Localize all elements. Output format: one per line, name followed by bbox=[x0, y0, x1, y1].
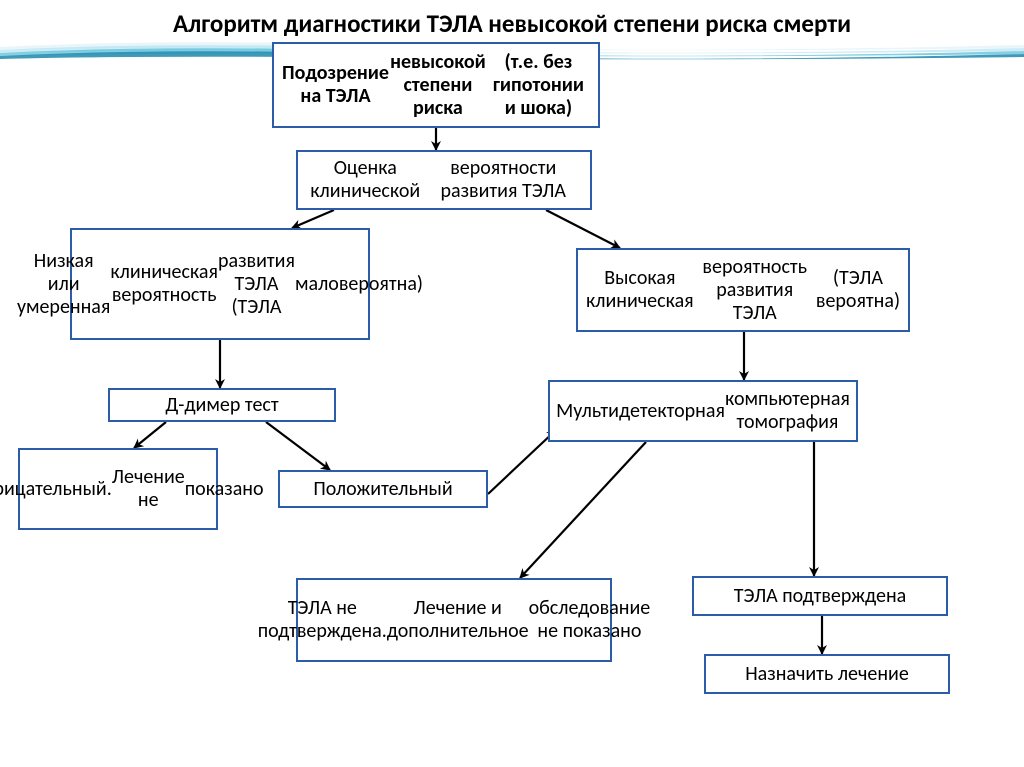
node-low: Низкая или умереннаяклиническая вероятно… bbox=[70, 228, 370, 340]
node-treat: Назначить лечение bbox=[704, 654, 950, 694]
node-start: Подозрение на ТЭЛАневысокой степени риск… bbox=[272, 42, 600, 128]
node-high: Высокая клиническаявероятность развития … bbox=[576, 248, 910, 332]
node-neg: Отрицательный.Лечение непоказано bbox=[18, 448, 218, 530]
node-assess: Оценка клиническойвероятности развития Т… bbox=[296, 150, 592, 210]
page-title: Алгоритм диагностики ТЭЛА невысокой степ… bbox=[80, 8, 944, 39]
node-ddimer: Д-димер тест bbox=[108, 388, 336, 422]
node-ct: Мультидетекторнаякомпьютерная томография bbox=[548, 380, 858, 442]
node-pos: Положительный bbox=[278, 470, 488, 508]
node-conf: ТЭЛА подтверждена bbox=[692, 576, 948, 616]
node-not_conf: ТЭЛА не подтверждена.Лечение и дополните… bbox=[296, 578, 612, 662]
